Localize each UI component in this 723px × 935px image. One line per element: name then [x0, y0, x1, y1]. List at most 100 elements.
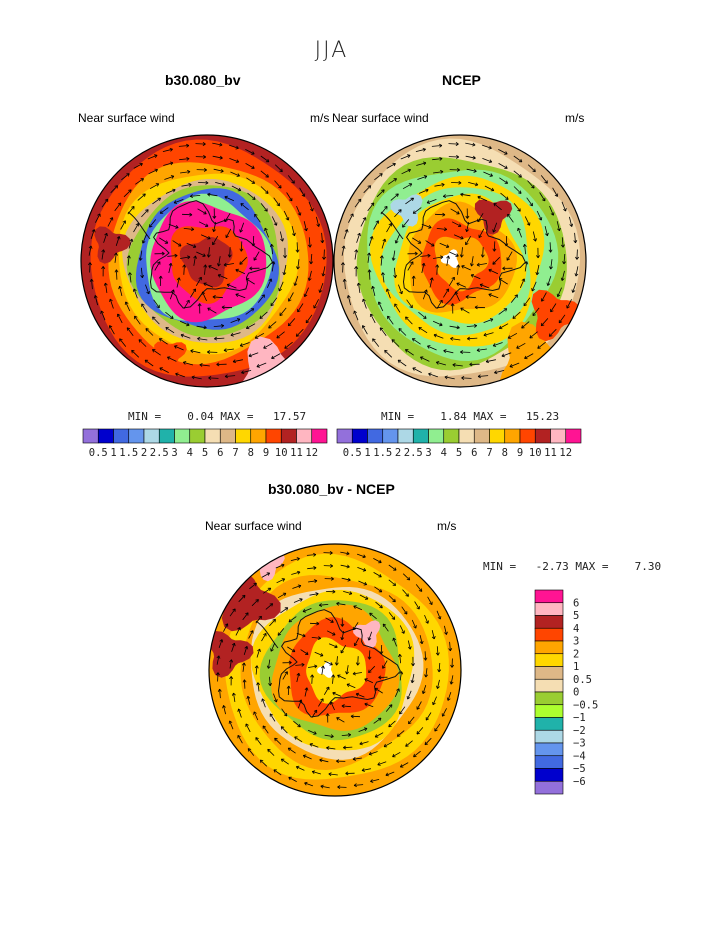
colorbar-tick-label: 3: [425, 447, 431, 459]
min-label: MIN =: [128, 410, 162, 423]
colorbar-tick-label: 4: [441, 447, 447, 459]
colorbar-swatch: [382, 428, 399, 444]
colorbar-tick-label: 9: [517, 447, 523, 459]
colorbar-tick-label: 0.5: [89, 447, 108, 459]
colorbar-swatch: [250, 428, 267, 444]
colorbar-swatch: [158, 428, 175, 444]
polar-map-difference: [208, 543, 462, 797]
colorbar-swatch: [565, 428, 582, 444]
colorbar-swatch: [534, 755, 564, 769]
colorbar-tick-label: 2: [573, 648, 579, 660]
colorbar-swatch: [311, 428, 328, 444]
colorbar-tick-label: 1: [110, 447, 116, 459]
minmax-model: MIN = 0.04 MAX = 17.57: [128, 410, 306, 423]
colorbar-tick-label: 10: [529, 447, 542, 459]
colorbar-tick-label: 5: [573, 610, 579, 622]
min-value: 0.04: [187, 410, 214, 423]
polar-map-ncep: [333, 134, 587, 388]
colorbar-tick-label: 12: [559, 447, 572, 459]
colorbar-tick-label: 1.5: [119, 447, 138, 459]
colorbar-tick-label: −0.5: [573, 699, 598, 711]
max-label: MAX =: [473, 410, 507, 423]
max-label: MAX =: [220, 410, 254, 423]
colorbar-swatch: [534, 704, 564, 718]
max-value: 7.30: [634, 560, 662, 573]
polar-map-model: [80, 134, 334, 388]
panel-variable-ncep: Near surface wind: [332, 111, 429, 125]
colorbar-swatch: [534, 627, 564, 642]
colorbar-swatch: [534, 589, 564, 604]
colorbar-swatch: [280, 428, 297, 444]
colorbar-swatch: [143, 428, 160, 444]
colorbar-tick-label: −1: [573, 712, 586, 724]
season-title: JJA: [314, 38, 349, 63]
colorbar-swatch: [351, 428, 368, 444]
colorbar-tick-label: 2.5: [150, 447, 169, 459]
max-value: 15.23: [526, 410, 560, 423]
colorbar-tick-label: 0: [573, 687, 579, 699]
colorbar-tick-label: −2: [573, 725, 586, 737]
panel-variable-difference: Near surface wind: [205, 519, 302, 533]
colorbar-tick-label: 0.5: [343, 447, 362, 459]
colorbar-tick-label: −5: [573, 763, 586, 775]
colorbar-tick-label: 1: [364, 447, 370, 459]
colorbar-swatch: [412, 428, 429, 444]
colorbar-swatch: [534, 615, 564, 629]
colorbar-tick-label: −6: [573, 776, 586, 788]
panel-units-difference: m/s: [437, 519, 457, 533]
colorbar-swatch: [534, 640, 564, 655]
colorbar-tick-label: 0.5: [573, 674, 592, 686]
colorbar-swatch: [534, 678, 564, 693]
colorbar-swatch: [189, 428, 206, 444]
colorbar-swatch: [504, 428, 521, 444]
colorbar-swatch: [534, 780, 564, 795]
colorbar-swatch: [296, 428, 313, 444]
colorbar-tick-label: 8: [502, 447, 508, 459]
colorbar-swatch: [443, 428, 460, 444]
colorbar-tick-label: 2.5: [404, 447, 423, 459]
colorbar-tick-label: 3: [171, 447, 177, 459]
colorbar-swatch: [113, 428, 130, 444]
colorbar-swatch: [428, 428, 445, 444]
colorbar-model: 0.5 1 1.5 2 2.5 3 4 5 6 7 8 9 10 11 12: [82, 428, 328, 459]
colorbar-tick-label: 10: [275, 447, 288, 459]
colorbar-tick-label: 2: [395, 447, 401, 459]
colorbar-ncep: 0.5 1 1.5 2 2.5 3 4 5 6 7 8 9 10 11 12: [336, 428, 582, 459]
colorbar-swatch: [336, 428, 353, 444]
colorbar-swatch: [534, 666, 564, 680]
colorbar-swatch: [550, 428, 567, 444]
colorbar-tick-label: −3: [573, 738, 586, 750]
panel-units-model: m/s: [310, 111, 330, 125]
colorbar-swatch: [534, 653, 564, 667]
colorbar-tick-label: 5: [202, 447, 208, 459]
colorbar-tick-label: 2: [141, 447, 147, 459]
colorbar-swatch: [534, 768, 564, 782]
colorbar-tick-label: 9: [263, 447, 269, 459]
colorbar-tick-label: −4: [573, 750, 586, 762]
panel-title-difference: b30.080_bv - NCEP: [268, 481, 395, 497]
panel-title-ncep: NCEP: [442, 72, 481, 88]
colorbar-swatch: [534, 428, 551, 444]
colorbar-swatch: [219, 428, 236, 444]
colorbar-tick-label: 1.5: [373, 447, 392, 459]
colorbar-swatch: [534, 691, 564, 706]
colorbar-swatch: [204, 428, 221, 444]
colorbar-swatch: [397, 428, 414, 444]
colorbar-tick-label: 5: [456, 447, 462, 459]
colorbar-swatch: [235, 428, 252, 444]
colorbar-swatch: [97, 428, 114, 444]
colorbar-swatch: [534, 717, 564, 731]
colorbar-swatch: [82, 428, 99, 444]
colorbar-tick-label: 4: [187, 447, 193, 459]
min-value: 1.84: [440, 410, 467, 423]
minmax-ncep: MIN = 1.84 MAX = 15.23: [381, 410, 559, 423]
colorbar-swatch: [534, 742, 564, 757]
colorbar-tick-label: 1: [573, 661, 579, 673]
panel-units-ncep: m/s: [565, 111, 585, 125]
colorbar-tick-label: 6: [217, 447, 223, 459]
colorbar-tick-label: 6: [471, 447, 477, 459]
min-label: MIN =: [381, 410, 415, 423]
colorbar-swatch: [534, 602, 564, 616]
max-label: MAX =: [575, 560, 609, 573]
